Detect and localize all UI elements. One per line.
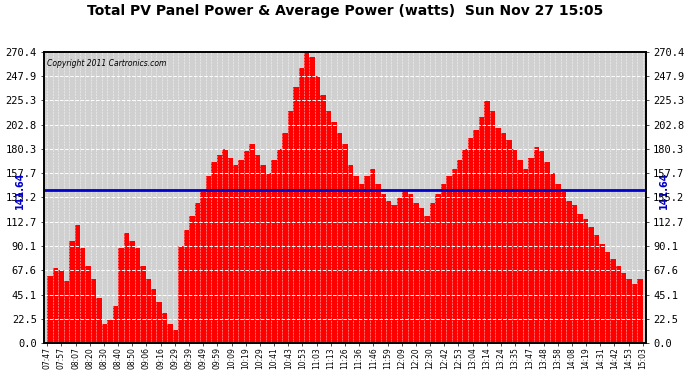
- Text: Copyright 2011 Cartronics.com: Copyright 2011 Cartronics.com: [48, 59, 167, 68]
- Text: 141.64: 141.64: [15, 172, 26, 209]
- Text: 141.64: 141.64: [659, 172, 669, 209]
- Text: Total PV Panel Power & Average Power (watts)  Sun Nov 27 15:05: Total PV Panel Power & Average Power (wa…: [87, 4, 603, 18]
